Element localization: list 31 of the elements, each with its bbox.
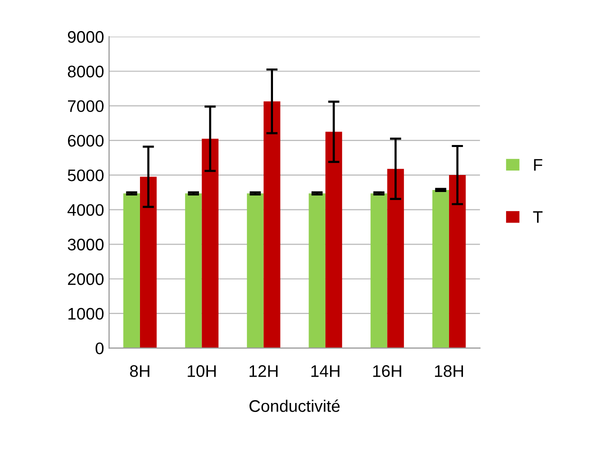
bar — [246, 193, 264, 348]
y-tick-label: 6000 — [68, 134, 104, 147]
bar — [264, 101, 280, 348]
y-tick-label: 5000 — [68, 169, 104, 182]
bar — [449, 175, 466, 348]
bar — [387, 168, 404, 348]
y-tick-label: 4000 — [68, 204, 104, 216]
y-tick-label: 2000 — [68, 273, 104, 286]
y-tick-label: 1000 — [68, 308, 104, 320]
y-tick-label: 7000 — [68, 100, 104, 112]
x-tick-label: 18H — [435, 365, 463, 377]
legend-label: F — [534, 159, 542, 171]
x-tick-label: 12H — [250, 365, 278, 377]
y-tick-label: 9000 — [68, 31, 104, 43]
legend-label: T — [533, 211, 543, 223]
bar — [140, 176, 157, 348]
x-axis-title: Conductivité — [250, 400, 340, 412]
bar — [432, 190, 450, 348]
bar — [370, 193, 388, 348]
x-tick-label: 16H — [373, 365, 402, 377]
bar — [325, 132, 342, 348]
bar — [123, 193, 140, 348]
bar — [308, 193, 326, 348]
y-tick-label: 0 — [96, 342, 104, 354]
bar — [202, 138, 218, 348]
y-tick-label: 3000 — [68, 238, 104, 250]
x-tick-label: 8H — [130, 365, 150, 377]
y-tick-label: 8000 — [68, 66, 104, 78]
x-tick-label: 14H — [311, 365, 340, 377]
x-tick-label: 10H — [188, 365, 216, 377]
bar — [185, 193, 202, 348]
